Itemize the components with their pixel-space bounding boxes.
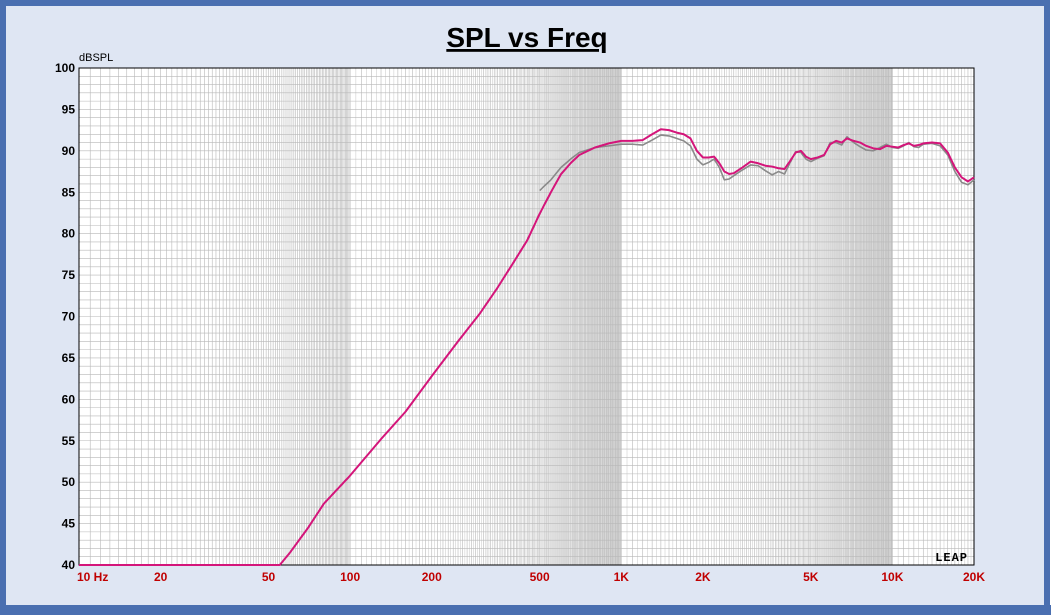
y-tick-label: 50 — [62, 475, 76, 489]
x-tick-label: 20 — [154, 570, 168, 584]
chart-title: SPL vs Freq — [446, 22, 607, 53]
x-tick-label: 20K — [963, 570, 985, 584]
y-tick-label: 55 — [62, 434, 76, 448]
y-tick-label: 65 — [62, 351, 76, 365]
status-bar-edge — [0, 605, 1051, 615]
y-tick-label: 45 — [62, 517, 76, 531]
leap-logo: LEAP — [935, 551, 968, 565]
y-tick-label: 75 — [62, 268, 76, 282]
x-tick-label: 50 — [262, 570, 276, 584]
series-line-primary — [79, 128, 975, 566]
plot-border — [78, 67, 975, 566]
y-tick-label: 40 — [62, 558, 76, 572]
y-tick-label: 80 — [62, 227, 76, 241]
y-tick-labels: 100 95 90 85 80 75 70 65 60 55 50 45 40 — [55, 61, 75, 572]
x-tick-label: 10 Hz — [77, 570, 108, 584]
y-axis-label: dBSPL — [79, 52, 113, 64]
y-tick-label: 85 — [62, 185, 76, 199]
series-layer — [79, 128, 975, 566]
y-tick-label: 100 — [55, 61, 75, 75]
x-tick-label: 5K — [803, 570, 819, 584]
y-tick-label: 60 — [62, 392, 76, 406]
y-tick-label: 90 — [62, 144, 76, 158]
x-tick-label: 100 — [340, 570, 360, 584]
x-tick-label: 2K — [695, 570, 711, 584]
x-tick-labels: 10 Hz 20 50 100 200 500 1K 2K 5K 10K 20K — [77, 570, 985, 584]
y-tick-label: 70 — [62, 310, 76, 324]
y-tick-label: 95 — [62, 102, 76, 116]
x-tick-label: 500 — [530, 570, 550, 584]
x-tick-label: 200 — [422, 570, 442, 584]
x-tick-label: 1K — [614, 570, 630, 584]
x-tick-label: 10K — [881, 570, 903, 584]
grid-lines — [78, 67, 975, 566]
